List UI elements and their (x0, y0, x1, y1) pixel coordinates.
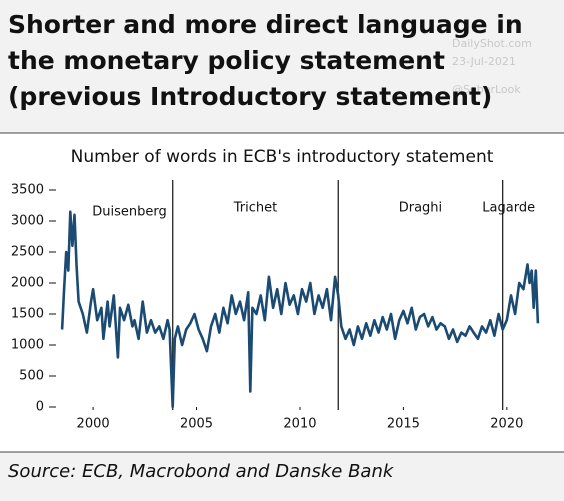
header-title: Shorter and more direct language in (8, 10, 523, 39)
x-tick-label: 2015 (387, 417, 420, 432)
watermark: 23-Jul-2021 (452, 55, 516, 68)
x-tick-label: 2005 (180, 417, 213, 432)
annotation-label: Draghi (399, 201, 442, 216)
annotation-label: Lagarde (482, 201, 535, 216)
header-bg (0, 0, 564, 133)
header-title: (previous Introductory statement) (8, 82, 492, 111)
annotation-label: Trichet (233, 201, 277, 216)
y-tick-label: 500 (19, 369, 44, 384)
x-tick-label: 2020 (490, 417, 523, 432)
y-tick-label: 2500 (11, 245, 44, 260)
line-series (60, 210, 540, 409)
chart-title: Number of words in ECB's introductory st… (71, 147, 494, 167)
y-tick-label: 3000 (11, 214, 44, 229)
y-tick-label: 3500 (11, 183, 44, 198)
source: Source: ECB, Macrobond and Danske Bank (8, 461, 395, 482)
y-tick-label: 0 (36, 400, 44, 415)
annotation-label: Duisenberg (92, 205, 167, 220)
watermark: DailyShot.com (452, 37, 532, 50)
x-tick-label: 2000 (77, 417, 110, 432)
y-tick-label: 1000 (11, 338, 44, 353)
watermark: @SoberLook (452, 83, 521, 96)
x-tick-label: 2010 (283, 417, 316, 432)
header-title: the monetary policy statement (8, 46, 445, 75)
y-tick-label: 1500 (11, 307, 44, 322)
y-tick-label: 2000 (11, 276, 44, 291)
footer-bg (0, 452, 564, 501)
